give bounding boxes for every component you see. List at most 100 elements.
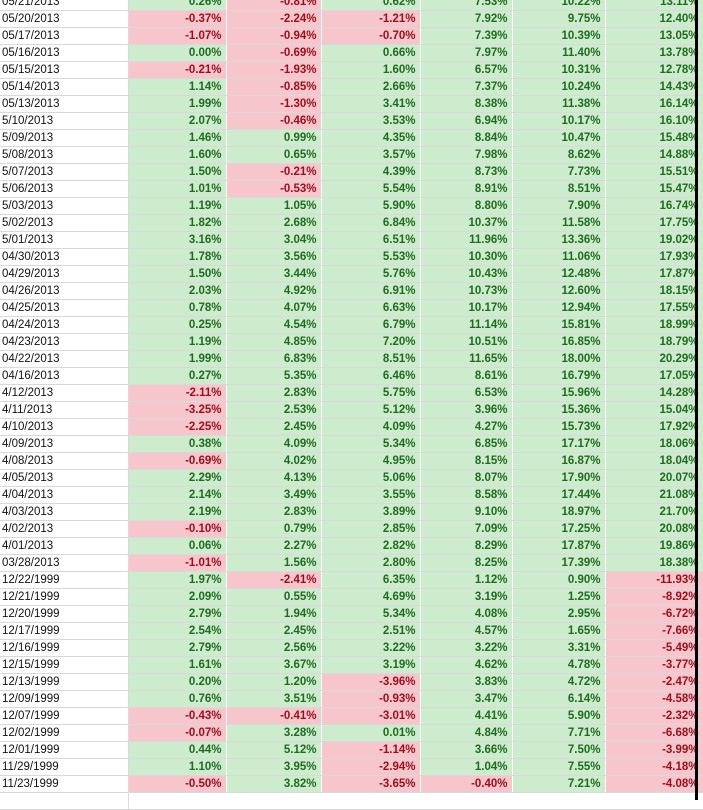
value-cell[interactable]: -8.92%: [605, 588, 703, 606]
value-cell[interactable]: 4.27%: [420, 418, 513, 436]
value-cell[interactable]: -4.18%: [605, 758, 703, 776]
value-cell[interactable]: 3.96%: [420, 401, 513, 419]
value-cell[interactable]: -0.21%: [226, 163, 322, 181]
value-cell[interactable]: 1.10%: [128, 758, 227, 776]
value-cell[interactable]: 1.50%: [128, 265, 227, 283]
value-cell[interactable]: 4.62%: [420, 656, 513, 674]
value-cell[interactable]: 16.14%: [605, 95, 703, 113]
value-cell[interactable]: 6.57%: [420, 61, 513, 79]
value-cell[interactable]: 2.80%: [321, 554, 421, 572]
value-cell[interactable]: 19.86%: [605, 537, 703, 555]
value-cell[interactable]: -0.70%: [321, 27, 421, 45]
date-cell[interactable]: 04/23/2013: [0, 333, 129, 351]
date-cell[interactable]: 12/15/1999: [0, 656, 129, 674]
value-cell[interactable]: 5.06%: [321, 469, 421, 487]
value-cell[interactable]: 19.02%: [605, 231, 703, 249]
value-cell[interactable]: -3.25%: [128, 401, 227, 419]
value-cell[interactable]: 7.37%: [420, 78, 513, 96]
value-cell[interactable]: -4.58%: [605, 690, 703, 708]
value-cell[interactable]: 11.38%: [512, 95, 606, 113]
value-cell[interactable]: -0.41%: [226, 707, 322, 725]
value-cell[interactable]: -0.40%: [420, 775, 513, 793]
value-cell[interactable]: 10.17%: [512, 112, 606, 130]
value-cell[interactable]: 3.28%: [226, 724, 322, 742]
value-cell[interactable]: -0.53%: [226, 180, 322, 198]
value-cell[interactable]: 0.44%: [128, 741, 227, 759]
value-cell[interactable]: 2.19%: [128, 503, 227, 521]
value-cell[interactable]: 4.09%: [321, 418, 421, 436]
value-cell[interactable]: 16.85%: [512, 333, 606, 351]
date-cell[interactable]: 5/07/2013: [0, 163, 129, 181]
value-cell[interactable]: 0.26%: [128, 0, 227, 11]
value-cell[interactable]: 3.55%: [321, 486, 421, 504]
date-cell[interactable]: 12/22/1999: [0, 571, 129, 589]
value-cell[interactable]: 2.85%: [321, 520, 421, 538]
value-cell[interactable]: 9.10%: [420, 503, 513, 521]
value-cell[interactable]: -1.01%: [128, 554, 227, 572]
value-cell[interactable]: -6.72%: [605, 605, 703, 623]
value-cell[interactable]: 2.53%: [226, 401, 322, 419]
value-cell[interactable]: 4.41%: [420, 707, 513, 725]
value-cell[interactable]: 7.39%: [420, 27, 513, 45]
value-cell[interactable]: 2.79%: [128, 605, 227, 623]
value-cell[interactable]: 7.21%: [512, 775, 606, 793]
date-cell[interactable]: 4/04/2013: [0, 486, 129, 504]
date-cell[interactable]: 4/09/2013: [0, 435, 129, 453]
value-cell[interactable]: 8.80%: [420, 197, 513, 215]
date-cell[interactable]: 5/01/2013: [0, 231, 129, 249]
date-cell[interactable]: 04/22/2013: [0, 350, 129, 368]
value-cell[interactable]: 17.87%: [605, 265, 703, 283]
value-cell[interactable]: 15.51%: [605, 163, 703, 181]
date-cell[interactable]: 5/09/2013: [0, 129, 129, 147]
date-cell[interactable]: 03/28/2013: [0, 554, 129, 572]
date-cell[interactable]: 5/03/2013: [0, 197, 129, 215]
value-cell[interactable]: 7.50%: [512, 741, 606, 759]
value-cell[interactable]: -0.43%: [128, 707, 227, 725]
date-cell[interactable]: 12/02/1999: [0, 724, 129, 742]
value-cell[interactable]: -0.37%: [128, 10, 227, 28]
value-cell[interactable]: -2.11%: [128, 384, 227, 402]
value-cell[interactable]: 2.27%: [226, 537, 322, 555]
value-cell[interactable]: 0.90%: [512, 571, 606, 589]
value-cell[interactable]: -1.14%: [321, 741, 421, 759]
value-cell[interactable]: 0.99%: [226, 129, 322, 147]
value-cell[interactable]: 1.60%: [321, 61, 421, 79]
value-cell[interactable]: 1.99%: [128, 95, 227, 113]
value-cell[interactable]: 4.69%: [321, 588, 421, 606]
value-cell[interactable]: -0.07%: [128, 724, 227, 742]
date-cell[interactable]: 4/03/2013: [0, 503, 129, 521]
value-cell[interactable]: 0.65%: [226, 146, 322, 164]
value-cell[interactable]: 11.96%: [420, 231, 513, 249]
value-cell[interactable]: 1.19%: [128, 333, 227, 351]
value-cell[interactable]: 6.79%: [321, 316, 421, 334]
date-cell[interactable]: 12/16/1999: [0, 639, 129, 657]
date-cell[interactable]: 12/09/1999: [0, 690, 129, 708]
value-cell[interactable]: 8.07%: [420, 469, 513, 487]
value-cell[interactable]: -3.99%: [605, 741, 703, 759]
date-cell[interactable]: 5/06/2013: [0, 180, 129, 198]
value-cell[interactable]: 10.43%: [420, 265, 513, 283]
value-cell[interactable]: 5.90%: [512, 707, 606, 725]
date-cell[interactable]: 11/23/1999: [0, 775, 129, 793]
value-cell[interactable]: 4.02%: [226, 452, 322, 470]
date-cell[interactable]: 04/30/2013: [0, 248, 129, 266]
date-cell[interactable]: 4/11/2013: [0, 401, 129, 419]
value-cell[interactable]: 2.45%: [226, 418, 322, 436]
value-cell[interactable]: 0.06%: [128, 537, 227, 555]
value-cell[interactable]: 12.94%: [512, 299, 606, 317]
value-cell[interactable]: 8.91%: [420, 180, 513, 198]
value-cell[interactable]: -2.25%: [128, 418, 227, 436]
value-cell[interactable]: 20.07%: [605, 469, 703, 487]
value-cell[interactable]: 15.81%: [512, 316, 606, 334]
value-cell[interactable]: 3.49%: [226, 486, 322, 504]
value-cell[interactable]: 4.85%: [226, 333, 322, 351]
value-cell[interactable]: 3.31%: [512, 639, 606, 657]
value-cell[interactable]: -0.85%: [226, 78, 322, 96]
value-cell[interactable]: 3.19%: [420, 588, 513, 606]
value-cell[interactable]: 3.56%: [226, 248, 322, 266]
value-cell[interactable]: 6.85%: [420, 435, 513, 453]
value-cell[interactable]: 5.34%: [321, 605, 421, 623]
value-cell[interactable]: 1.50%: [128, 163, 227, 181]
value-cell[interactable]: 15.73%: [512, 418, 606, 436]
value-cell[interactable]: 21.70%: [605, 503, 703, 521]
